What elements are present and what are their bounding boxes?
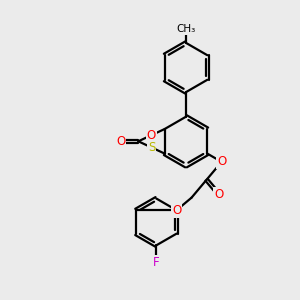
Text: CH₃: CH₃ bbox=[176, 24, 196, 34]
Text: F: F bbox=[153, 256, 160, 268]
Text: O: O bbox=[116, 135, 125, 148]
Text: O: O bbox=[217, 155, 226, 168]
Text: O: O bbox=[214, 188, 223, 201]
Text: S: S bbox=[148, 141, 155, 154]
Text: O: O bbox=[172, 204, 181, 217]
Text: O: O bbox=[147, 129, 156, 142]
